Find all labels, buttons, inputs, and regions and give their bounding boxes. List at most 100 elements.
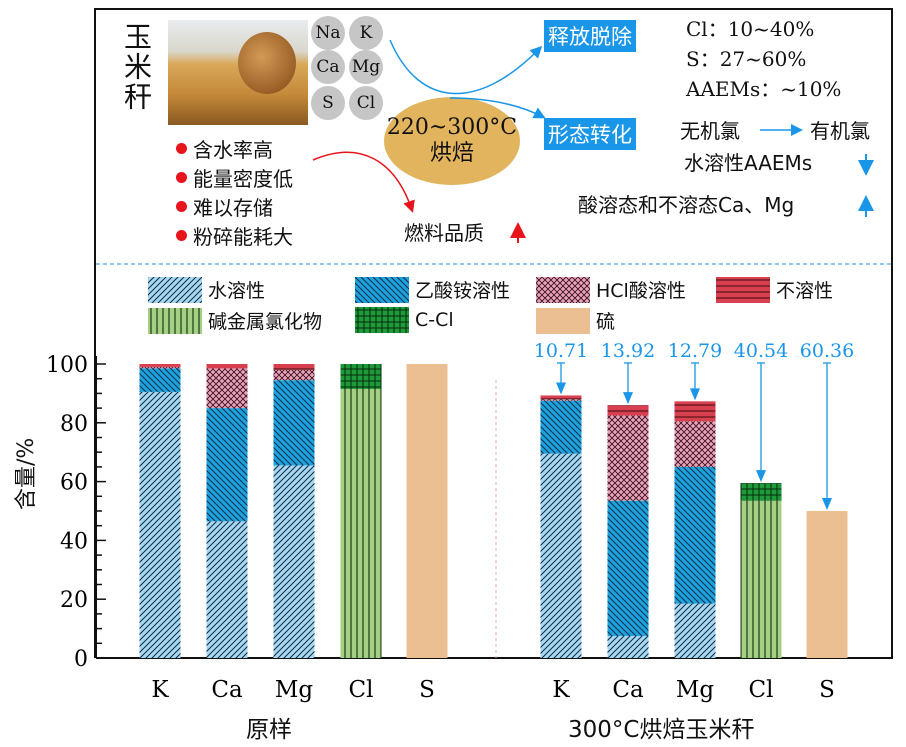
bar-segment-raw-Cl-alkali_cl — [340, 388, 382, 658]
bullet-icon — [176, 172, 187, 183]
x-tick-label: Cl — [749, 677, 774, 703]
x-tick-label: K — [151, 677, 169, 703]
element-badge: Mg — [349, 50, 383, 84]
bar-segment-raw-K-water — [139, 391, 181, 658]
group-label-torrefied: 300°C烘焙玉米秆 — [568, 717, 755, 743]
annotation-arrowhead-icon — [623, 392, 633, 405]
bar-segment-raw-Mg-water — [273, 465, 315, 658]
bar-segment-torrefied-Cl-alkali_cl — [740, 500, 782, 658]
legend-swatch — [148, 276, 202, 303]
release-arrow-icon — [389, 39, 543, 95]
process-temperature: 220~300°C — [386, 115, 518, 140]
release-annotation: 40.54 — [734, 340, 788, 362]
bar-segment-raw-Mg-insoluble — [273, 364, 315, 370]
figure-frame — [94, 8, 893, 658]
transform-to: 有机氯 — [810, 119, 870, 143]
legend-label: 硫 — [596, 311, 616, 333]
legend-item-c_cl: C-Cl — [355, 307, 454, 333]
drawback-item: 含水率高 — [176, 134, 293, 163]
annotation-arrowhead-icon — [690, 388, 700, 401]
element-badge: S — [311, 86, 345, 120]
schematic-arrows — [96, 39, 891, 265]
legend-label: 碱金属氯化物 — [208, 311, 323, 333]
bar-segment-raw-K-hcl — [139, 366, 181, 369]
bar-segment-torrefied-Mg-acetate — [674, 466, 716, 604]
bar-segment-raw-Ca-hcl — [206, 368, 248, 409]
bar-segment-torrefied-K-water — [540, 453, 582, 658]
bar-segment-raw-Cl-c_cl — [340, 364, 382, 389]
element-badge: Cl — [349, 86, 383, 120]
corn-straw-photo — [168, 20, 308, 125]
bar-segment-torrefied-S-sulfur — [806, 511, 848, 658]
bullet-icon — [176, 201, 187, 212]
bar-segment-raw-K-acetate — [139, 368, 181, 392]
element-badge: K — [349, 16, 383, 50]
release-annotation: 10.71 — [534, 340, 588, 362]
hay-bale-icon — [238, 32, 296, 94]
y-tick-label: 0 — [74, 647, 88, 672]
group-label-raw: 原样 — [246, 717, 292, 743]
bar-segment-torrefied-K-hcl — [540, 399, 582, 401]
bar-segment-raw-Ca-insoluble — [206, 364, 248, 369]
release-annotation: 60.36 — [800, 340, 854, 362]
x-tick-label: Ca — [211, 677, 243, 703]
legend-item-acetate: 乙酸铵溶性 — [355, 276, 510, 303]
transform-arrow-icon — [449, 97, 546, 119]
x-tick-label: Mg — [676, 677, 715, 703]
annotation-arrowhead-icon — [822, 498, 832, 510]
element-badge: Na — [311, 16, 345, 50]
legend-swatch — [355, 307, 409, 333]
torrefaction-ellipse: 220~300°C 烘焙 — [384, 97, 520, 185]
transform-tag: 形态转化 — [544, 118, 636, 150]
legend-label: 水溶性 — [208, 280, 266, 302]
element-badge: Ca — [311, 50, 345, 84]
bar-segment-torrefied-Ca-insoluble — [607, 405, 649, 416]
legend-item-sulfur: 硫 — [536, 307, 615, 334]
legend-label: HCl酸溶性 — [596, 280, 686, 302]
process-name: 烘焙 — [429, 141, 474, 166]
bar-segment-torrefied-K-insoluble — [540, 395, 582, 400]
legend-swatch — [536, 276, 590, 303]
y-tick-label: 60 — [60, 471, 88, 496]
annotation-arrowhead-icon — [756, 470, 766, 483]
bar-segment-raw-S-sulfur — [406, 364, 448, 658]
bar-segment-raw-Mg-acetate — [273, 380, 315, 466]
y-axis-label: 含量/% — [14, 437, 39, 510]
quality-arrow-icon — [312, 151, 415, 213]
release-annotation: 12.79 — [668, 340, 722, 362]
x-tick-label: Ca — [612, 677, 644, 703]
bar-segment-raw-K-insoluble — [139, 364, 181, 367]
legend-label: 乙酸铵溶性 — [415, 280, 511, 302]
drawback-item: 粉碎能耗大 — [176, 221, 293, 250]
legend-item-alkali_cl: 碱金属氯化物 — [148, 307, 322, 334]
bar-segment-torrefied-K-acetate — [540, 400, 582, 454]
drawback-item: 能量密度低 — [176, 163, 293, 192]
y-tick-label: 20 — [60, 588, 88, 613]
legend-swatch — [536, 307, 590, 334]
release-annotation: 13.92 — [601, 340, 655, 362]
y-tick-label: 40 — [60, 529, 88, 554]
drawback-item: 难以存储 — [176, 192, 293, 221]
legend-label: 不溶性 — [776, 280, 834, 302]
x-tick-label: S — [819, 677, 835, 703]
fuel-quality-label: 燃料品质 — [404, 221, 484, 245]
bar-segment-torrefied-Mg-water — [674, 603, 716, 658]
transform-line2: 水溶性AAEMs — [684, 151, 813, 175]
bar-segment-torrefied-Cl-c_cl — [740, 483, 782, 501]
x-tick-label: K — [552, 677, 570, 703]
bar-segment-raw-Ca-water — [206, 521, 248, 658]
legend-swatch — [716, 276, 770, 303]
transform-from: 无机氯 — [680, 119, 740, 143]
release-tag: 释放脱除 — [544, 20, 636, 52]
bar-segment-raw-Mg-hcl — [273, 369, 315, 381]
annotation-arrowhead-icon — [556, 382, 566, 395]
bar-segment-torrefied-Mg-hcl — [674, 421, 716, 467]
x-tick-label: Cl — [349, 677, 374, 703]
legend-swatch — [148, 307, 202, 334]
drawback-list: 含水率高 能量密度低 难以存储 粉碎能耗大 — [176, 134, 293, 250]
bar-segment-raw-Ca-acetate — [206, 408, 248, 522]
y-tick-label: 80 — [60, 412, 88, 437]
bar-segment-torrefied-Ca-hcl — [607, 415, 649, 501]
legend-item-insoluble: 不溶性 — [716, 276, 833, 303]
